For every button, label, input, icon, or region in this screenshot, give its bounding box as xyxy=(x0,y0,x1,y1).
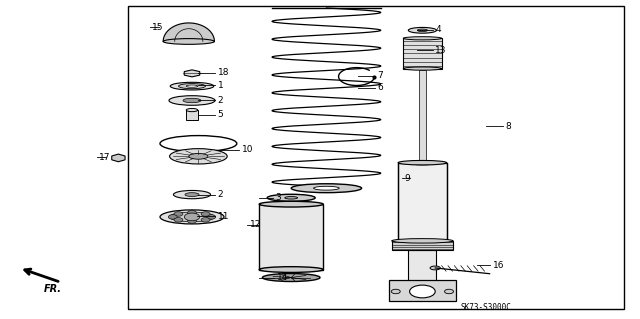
Ellipse shape xyxy=(262,274,320,281)
Ellipse shape xyxy=(179,84,205,89)
Ellipse shape xyxy=(259,201,323,207)
Polygon shape xyxy=(184,70,200,77)
Ellipse shape xyxy=(170,82,214,90)
Bar xyxy=(398,163,447,242)
Circle shape xyxy=(201,218,210,222)
Ellipse shape xyxy=(268,194,315,201)
Text: 14: 14 xyxy=(276,273,288,282)
Text: 12: 12 xyxy=(250,220,261,229)
Bar xyxy=(419,70,426,163)
Text: 4: 4 xyxy=(435,25,441,34)
Ellipse shape xyxy=(169,212,215,222)
Circle shape xyxy=(207,215,216,219)
Bar xyxy=(392,241,453,250)
Bar xyxy=(389,280,456,301)
Text: 16: 16 xyxy=(493,261,504,270)
Text: FR.: FR. xyxy=(44,284,61,294)
Ellipse shape xyxy=(408,27,436,33)
Text: 2: 2 xyxy=(218,190,223,199)
Ellipse shape xyxy=(392,239,453,243)
Bar xyxy=(408,250,436,281)
Ellipse shape xyxy=(186,85,198,87)
Ellipse shape xyxy=(403,67,442,70)
Ellipse shape xyxy=(410,160,435,165)
Text: 15: 15 xyxy=(152,23,164,32)
Text: 17: 17 xyxy=(99,153,111,162)
Ellipse shape xyxy=(189,153,208,159)
Circle shape xyxy=(174,218,183,222)
Circle shape xyxy=(168,215,177,219)
Circle shape xyxy=(445,289,454,294)
Ellipse shape xyxy=(314,186,339,190)
Ellipse shape xyxy=(403,37,442,40)
Text: 5: 5 xyxy=(218,110,223,119)
Text: 3: 3 xyxy=(275,193,281,202)
Text: 9: 9 xyxy=(404,174,410,182)
Ellipse shape xyxy=(183,98,201,103)
Ellipse shape xyxy=(430,266,440,270)
Circle shape xyxy=(188,219,196,223)
Polygon shape xyxy=(163,23,214,41)
Ellipse shape xyxy=(291,184,362,193)
Text: 8: 8 xyxy=(506,122,511,130)
Text: 6: 6 xyxy=(378,83,383,92)
Text: 10: 10 xyxy=(242,145,253,154)
Ellipse shape xyxy=(186,108,198,112)
Ellipse shape xyxy=(398,160,447,165)
Text: 13: 13 xyxy=(435,46,447,55)
Text: 18: 18 xyxy=(218,68,229,77)
Text: 11: 11 xyxy=(218,212,229,221)
Text: 7: 7 xyxy=(378,71,383,80)
Text: 1: 1 xyxy=(218,81,223,90)
Bar xyxy=(128,6,624,309)
Ellipse shape xyxy=(259,267,323,272)
Circle shape xyxy=(410,285,435,298)
Text: SK73-S3000C: SK73-S3000C xyxy=(461,303,511,312)
Text: 2: 2 xyxy=(218,96,223,105)
Bar xyxy=(259,204,323,270)
Ellipse shape xyxy=(160,210,224,224)
Ellipse shape xyxy=(185,193,199,197)
Ellipse shape xyxy=(169,96,215,105)
Circle shape xyxy=(184,213,200,221)
Circle shape xyxy=(201,212,210,216)
Ellipse shape xyxy=(163,39,214,44)
Circle shape xyxy=(188,211,196,215)
Ellipse shape xyxy=(417,29,428,32)
Bar xyxy=(186,110,198,120)
Bar xyxy=(403,38,442,69)
Polygon shape xyxy=(112,154,125,162)
Ellipse shape xyxy=(285,197,298,199)
Circle shape xyxy=(391,289,400,294)
Circle shape xyxy=(174,212,183,216)
Ellipse shape xyxy=(170,149,227,164)
Ellipse shape xyxy=(173,190,211,199)
